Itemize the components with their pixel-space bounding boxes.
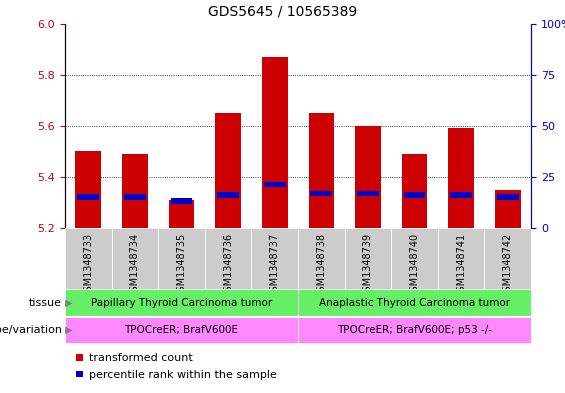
- Text: ▶: ▶: [62, 325, 73, 335]
- Text: GSM1348733: GSM1348733: [83, 233, 93, 298]
- Bar: [298, 289, 531, 316]
- Text: GDS5645 / 10565389: GDS5645 / 10565389: [208, 5, 357, 19]
- Bar: [438, 228, 485, 289]
- Text: Papillary Thyroid Carcinoma tumor: Papillary Thyroid Carcinoma tumor: [91, 298, 272, 308]
- Bar: [264, 182, 286, 187]
- Bar: [310, 191, 332, 196]
- Bar: [485, 228, 531, 289]
- Bar: [251, 228, 298, 289]
- Bar: [449, 129, 474, 228]
- Text: GSM1348735: GSM1348735: [176, 233, 186, 298]
- Text: GSM1348738: GSM1348738: [316, 233, 327, 298]
- Text: TPOCreER; BrafV600E: TPOCreER; BrafV600E: [124, 325, 238, 335]
- Text: GSM1348737: GSM1348737: [270, 233, 280, 298]
- Bar: [345, 228, 392, 289]
- Bar: [122, 154, 147, 228]
- Bar: [495, 190, 520, 228]
- Bar: [77, 195, 99, 200]
- Bar: [124, 195, 146, 200]
- Bar: [169, 200, 194, 228]
- Bar: [298, 317, 531, 343]
- Bar: [65, 317, 298, 343]
- Text: percentile rank within the sample: percentile rank within the sample: [89, 370, 277, 380]
- Text: transformed count: transformed count: [89, 353, 193, 363]
- Bar: [76, 151, 101, 228]
- Text: GSM1348736: GSM1348736: [223, 233, 233, 298]
- Bar: [355, 126, 381, 228]
- Bar: [112, 228, 158, 289]
- Text: ▶: ▶: [62, 298, 73, 308]
- Text: GSM1348734: GSM1348734: [130, 233, 140, 298]
- Bar: [217, 192, 239, 198]
- Bar: [262, 57, 288, 228]
- Text: tissue: tissue: [29, 298, 62, 308]
- Bar: [65, 289, 298, 316]
- Bar: [392, 228, 438, 289]
- Bar: [308, 113, 334, 228]
- Bar: [403, 192, 425, 198]
- Text: TPOCreER; BrafV600E; p53 -/-: TPOCreER; BrafV600E; p53 -/-: [337, 325, 492, 335]
- Text: GSM1348739: GSM1348739: [363, 233, 373, 298]
- Bar: [205, 228, 251, 289]
- Bar: [497, 195, 519, 200]
- Text: GSM1348742: GSM1348742: [503, 233, 513, 298]
- Bar: [402, 154, 427, 228]
- Bar: [298, 228, 345, 289]
- Text: GSM1348741: GSM1348741: [456, 233, 466, 298]
- Text: genotype/variation: genotype/variation: [0, 325, 62, 335]
- Bar: [450, 192, 472, 198]
- Text: Anaplastic Thyroid Carcinoma tumor: Anaplastic Thyroid Carcinoma tumor: [319, 298, 510, 308]
- Text: GSM1348740: GSM1348740: [410, 233, 420, 298]
- Bar: [65, 228, 112, 289]
- Bar: [357, 191, 379, 196]
- Bar: [158, 228, 205, 289]
- Bar: [215, 113, 241, 228]
- Bar: [171, 198, 193, 204]
